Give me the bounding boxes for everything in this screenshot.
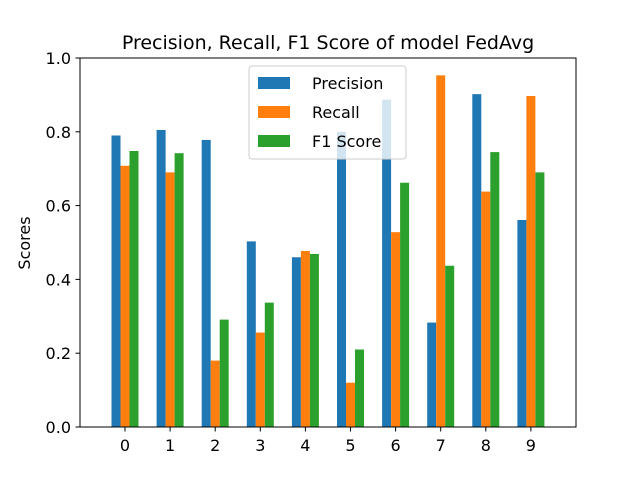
x-tick-label: 3 — [255, 436, 265, 455]
bar-f1-score-0 — [129, 150, 139, 428]
bar-recall-7 — [436, 75, 446, 427]
bar-f1-score-8 — [490, 152, 500, 427]
bar-f1-score-4 — [309, 253, 319, 427]
bar-precision-9 — [517, 219, 527, 427]
bars-layer — [111, 75, 545, 428]
bar-recall-6 — [391, 232, 401, 427]
bar-precision-7 — [427, 322, 437, 427]
bar-precision-3 — [246, 241, 256, 427]
x-tick-label: 9 — [526, 436, 536, 455]
legend-label: F1 Score — [312, 132, 381, 151]
bar-precision-4 — [291, 257, 301, 427]
y-tick-label: 0.4 — [46, 270, 71, 289]
x-tick-label: 2 — [210, 436, 220, 455]
bar-precision-6 — [382, 99, 392, 427]
legend-label: Precision — [312, 74, 383, 93]
bar-recall-5 — [346, 382, 355, 427]
legend: Precision Recall F1 Score — [248, 65, 407, 160]
chart-title: Precision, Recall, F1 Score of model Fed… — [122, 32, 534, 54]
bar-precision-8 — [472, 94, 482, 427]
bar-f1-score-1 — [174, 153, 184, 427]
y-tick-label: 0.8 — [46, 123, 71, 142]
bar-precision-1 — [156, 129, 166, 427]
y-axis-label: Scores — [15, 216, 34, 269]
bar-recall-1 — [165, 172, 175, 427]
y-tick-label: 0.0 — [46, 418, 71, 437]
legend-swatch — [258, 135, 290, 147]
bar-f1-score-9 — [535, 172, 545, 427]
y-tick-label: 0.6 — [46, 197, 71, 216]
bar-f1-score-6 — [400, 182, 410, 427]
x-tick-label: 7 — [436, 436, 446, 455]
legend-swatch — [258, 77, 290, 89]
y-tick-label: 1.0 — [46, 49, 71, 68]
bar-recall-8 — [481, 191, 491, 427]
bar-recall-4 — [300, 250, 310, 427]
bar-recall-2 — [210, 360, 220, 427]
legend-label: Recall — [312, 103, 360, 122]
x-tick-label: 4 — [300, 436, 310, 455]
x-tick-label: 0 — [120, 436, 130, 455]
bar-precision-2 — [201, 139, 211, 428]
bar-f1-score-5 — [355, 349, 364, 427]
y-tick-label: 0.2 — [46, 344, 71, 363]
bar-recall-3 — [255, 332, 265, 427]
bar-f1-score-2 — [219, 319, 229, 427]
bar-recall-9 — [526, 96, 536, 427]
bar-f1-score-7 — [445, 265, 455, 427]
x-tick-label: 5 — [345, 436, 355, 455]
legend-swatch — [258, 106, 290, 118]
ticks-layer: 0 1 2 3 4 5 6 7 8 9 0.0 0.2 0.4 0.6 0.8 1.0 — [46, 49, 536, 455]
x-tick-label: 8 — [481, 436, 491, 455]
bar-precision-5 — [337, 131, 346, 428]
x-tick-label: 1 — [165, 436, 175, 455]
x-tick-label: 6 — [391, 436, 401, 455]
bar-recall-0 — [120, 165, 130, 427]
plot-frame — [79, 57, 577, 428]
bar-precision-0 — [111, 135, 121, 428]
bar-f1-score-3 — [264, 302, 274, 427]
